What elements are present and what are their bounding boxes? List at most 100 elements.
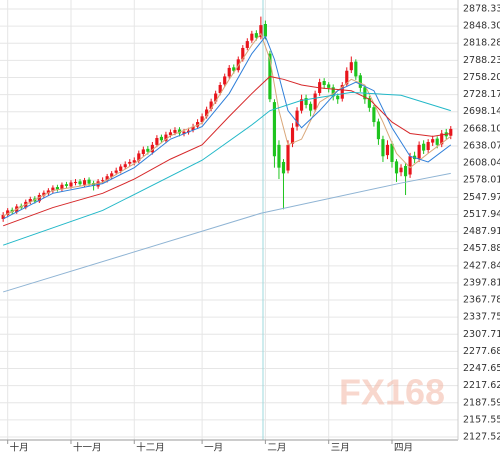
candle-body: [46, 190, 50, 194]
candle-body: [417, 144, 421, 159]
y-tick-label: 2788.23: [463, 55, 500, 66]
candle-body: [390, 143, 394, 162]
candle-body: [60, 184, 64, 190]
candle-body: [272, 102, 277, 157]
candle-body: [322, 81, 326, 86]
y-tick-label: 2337.75: [463, 312, 500, 323]
candle-body: [141, 149, 145, 154]
x-tick-label: 十一月: [73, 442, 102, 454]
y-tick-label: 2668.10: [463, 123, 500, 134]
candle-body: [78, 181, 82, 185]
candle-body: [1, 214, 5, 219]
candle-body: [381, 139, 385, 157]
candle-body: [155, 138, 159, 145]
x-tick-label: 四月: [394, 443, 413, 454]
candle-body: [6, 210, 10, 215]
candle-body: [96, 181, 100, 187]
y-tick-label: 2487.91: [463, 226, 500, 237]
candle-body: [69, 182, 73, 187]
moving-average-line: [3, 172, 451, 293]
candle-body: [223, 76, 227, 85]
moving-average-line: [2, 35, 452, 220]
candle-body: [87, 179, 91, 184]
candle-body: [250, 33, 254, 41]
y-tick-label: 2878.33: [463, 3, 500, 14]
candle-body: [164, 134, 168, 141]
candle-body: [435, 138, 439, 145]
candle-body: [245, 41, 249, 48]
candle-body: [55, 187, 60, 190]
candle-body: [191, 126, 195, 131]
candle-body: [82, 180, 87, 185]
y-tick-label: 2758.20: [463, 72, 500, 83]
grid: [0, 0, 458, 440]
candle-body: [403, 165, 408, 177]
candle-body: [105, 176, 109, 181]
candle-body: [408, 156, 412, 175]
y-tick-label: 2578.01: [463, 175, 500, 186]
candle-body: [37, 195, 41, 202]
candle-body: [340, 85, 344, 99]
marks: [1, 16, 453, 293]
candle-body: [290, 127, 295, 144]
candle-body: [232, 67, 236, 71]
candle-body: [354, 61, 358, 77]
candle-body: [299, 99, 304, 111]
candle-body: [385, 144, 390, 156]
y-tick-label: 2427.84: [463, 260, 500, 271]
candle-body: [227, 67, 231, 77]
candle-body: [101, 180, 105, 182]
candle-body: [277, 144, 281, 168]
y-tick-label: 2848.30: [463, 21, 500, 32]
candle-body: [422, 143, 426, 151]
x-tick-label: 十月: [10, 442, 29, 454]
y-tick-label: 2307.71: [463, 329, 500, 340]
candle-body: [241, 47, 245, 60]
candle-body: [123, 164, 127, 168]
candle-body: [281, 161, 286, 174]
y-tick-label: 2547.97: [463, 192, 500, 203]
x-tick-label: 一月: [204, 443, 223, 454]
y-tick-label: 2157.55: [463, 414, 500, 425]
candle-body: [254, 33, 258, 38]
x-tick-label: 十二月: [136, 442, 165, 454]
y-tick-label: 2127.52: [463, 432, 500, 443]
candle-body: [218, 85, 222, 93]
candle-body: [431, 139, 435, 143]
y-tick-label: 2187.59: [463, 397, 500, 408]
candle-body: [259, 25, 263, 38]
candle-body: [159, 136, 163, 141]
candle-body: [28, 199, 32, 202]
candle-body: [304, 98, 308, 105]
y-tick-label: 2397.81: [463, 277, 500, 288]
candle-body: [150, 144, 154, 153]
y-tick-label: 2638.07: [463, 140, 500, 151]
candle-body: [376, 121, 381, 140]
y-tick-label: 2728.17: [463, 89, 500, 100]
candle-body: [372, 107, 376, 123]
candle-body: [205, 109, 209, 117]
candle-body: [182, 131, 186, 135]
moving-average-line: [2, 75, 451, 227]
candle-body: [295, 110, 299, 127]
y-tick-label: 2517.94: [463, 209, 500, 220]
candle-body: [110, 173, 114, 177]
candle-body: [214, 93, 218, 102]
candle-body: [263, 24, 267, 37]
candle-body: [119, 166, 123, 172]
y-tick-label: 2457.88: [463, 243, 500, 254]
candle-body: [313, 93, 317, 110]
candle-body: [336, 95, 340, 100]
candle-body: [358, 75, 362, 88]
candle-body: [367, 98, 371, 108]
candle-body: [195, 122, 200, 127]
candle-body: [64, 184, 69, 186]
candle-body: [128, 161, 132, 164]
candle-body: [146, 148, 150, 152]
candle-body: [132, 160, 136, 163]
y-tick-label: 2277.68: [463, 346, 500, 357]
candle-body: [309, 103, 313, 111]
candle-body: [92, 183, 96, 186]
candle-body: [349, 62, 353, 71]
